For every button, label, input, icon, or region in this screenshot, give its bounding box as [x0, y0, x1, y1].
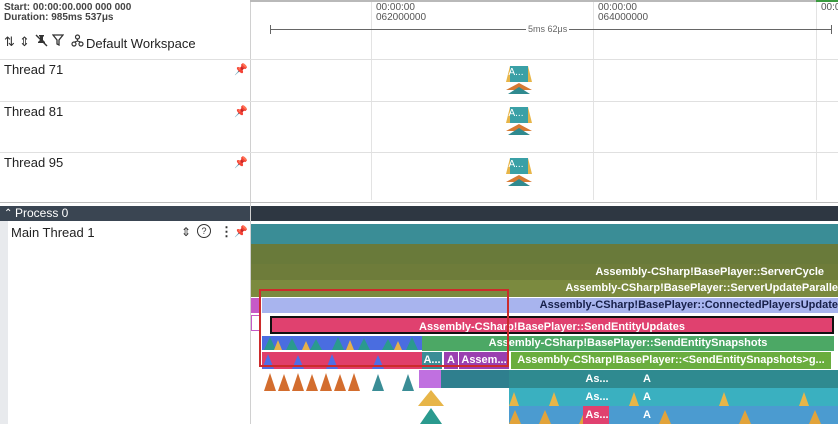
slice-small[interactable]	[251, 298, 260, 313]
more-vert-icon[interactable]: ⋮	[220, 224, 233, 239]
main-thread-label[interactable]: Main Thread 1	[11, 225, 95, 240]
help-icon[interactable]: ?	[197, 224, 211, 238]
expand-collapse-icon[interactable]: ⇅	[4, 34, 15, 49]
trace-start-time: Start: 00:00:00.000 000 000	[4, 2, 132, 13]
chevron-up-icon[interactable]: ⌃	[4, 208, 13, 219]
workspace-selector[interactable]: Default Workspace	[86, 36, 196, 51]
process-header-track	[251, 206, 838, 221]
ruler-tick-label: 00:00:00	[821, 2, 838, 13]
slice-small-stack[interactable]	[416, 388, 446, 424]
trace-duration: Duration: 985ms 537μs	[4, 12, 114, 23]
selection-rectangle	[259, 289, 509, 367]
row-separator	[0, 152, 838, 153]
thread-slice[interactable]: A...	[508, 67, 524, 78]
pin-icon[interactable]: 📌	[234, 64, 248, 76]
slice-a[interactable]: A...	[422, 352, 442, 369]
span-measure-label: 5ms 62μs	[526, 23, 570, 35]
collapse-all-icon[interactable]: ⇕	[19, 34, 30, 49]
slice-server-cycle[interactable]: Assembly-CSharp!BasePlayer::ServerCycle	[251, 264, 838, 280]
slice-as[interactable]: As...	[585, 409, 609, 421]
grid-line	[816, 0, 817, 200]
slice-small[interactable]	[419, 370, 441, 388]
slice-send-entity-snapshots[interactable]: Assembly-CSharp!BasePlayer::SendEntitySn…	[422, 336, 834, 351]
slice-send-entity-snapshots-g[interactable]: Assembly-CSharp!BasePlayer::<SendEntityS…	[511, 352, 831, 369]
slice-a[interactable]: A	[643, 373, 651, 385]
thread-slice-cluster[interactable]	[506, 105, 532, 135]
thread-label-71[interactable]: Thread 71	[4, 62, 64, 77]
overview-highlight	[816, 0, 838, 2]
thread-slice[interactable]: A...	[508, 159, 524, 170]
overview-bar	[250, 0, 838, 2]
process-label[interactable]: Process 0	[15, 206, 69, 220]
workspace-icon[interactable]	[71, 34, 84, 51]
row-separator	[0, 202, 838, 203]
track-divider[interactable]	[250, 0, 251, 424]
thread-slice[interactable]: A...	[508, 108, 524, 119]
grid-line	[371, 0, 372, 200]
thread-slice-cluster[interactable]	[506, 64, 532, 94]
slice-assem[interactable]: Assem...	[459, 352, 509, 369]
pin-icon[interactable]: 📌	[234, 106, 248, 118]
slice-send-entity-updates[interactable]: Assembly-CSharp!BasePlayer::SendEntityUp…	[270, 316, 834, 334]
expand-collapse-icon[interactable]: ⇕	[181, 225, 192, 239]
slice-server-update-parallel[interactable]: Assembly-CSharp!BasePlayer::ServerUpdate…	[251, 280, 838, 297]
pin-icon[interactable]: 📌	[234, 226, 248, 238]
ruler-tick-label: 062000000	[376, 12, 427, 23]
pin-icon[interactable]: 📌	[234, 157, 248, 169]
flame-bg-1	[251, 224, 838, 244]
process-header[interactable]	[0, 206, 250, 221]
span-measure-left-cap	[270, 25, 271, 34]
slice-connected-players-update[interactable]: Assembly-CSharp!BasePlayer::ConnectedPla…	[262, 298, 838, 313]
filter-icon[interactable]	[51, 34, 65, 50]
slice-a[interactable]: A	[643, 409, 651, 421]
flame-bg-2	[251, 244, 838, 264]
slice-a[interactable]: A	[643, 391, 651, 403]
ruler-tick-label: 00:00:00	[376, 2, 415, 13]
ruler-tick-label: 00:00:00	[598, 2, 637, 13]
flame-detail-right[interactable]	[509, 370, 838, 424]
row-separator	[0, 101, 838, 102]
grid-line	[593, 0, 594, 200]
ruler-tick-label: 064000000	[598, 12, 649, 23]
slice-as[interactable]: As...	[585, 391, 609, 403]
main-thread-panel	[0, 221, 8, 424]
slice-a[interactable]: A	[444, 352, 458, 369]
thread-label-95[interactable]: Thread 95	[4, 155, 64, 170]
row-separator	[0, 59, 838, 60]
span-measure-right-cap	[831, 25, 832, 34]
thread-label-81[interactable]: Thread 81	[4, 104, 64, 119]
slice-small[interactable]	[441, 370, 509, 388]
slice-as[interactable]: As...	[585, 373, 609, 385]
unpin-icon[interactable]	[35, 34, 48, 51]
thread-slice-cluster[interactable]	[506, 156, 532, 186]
